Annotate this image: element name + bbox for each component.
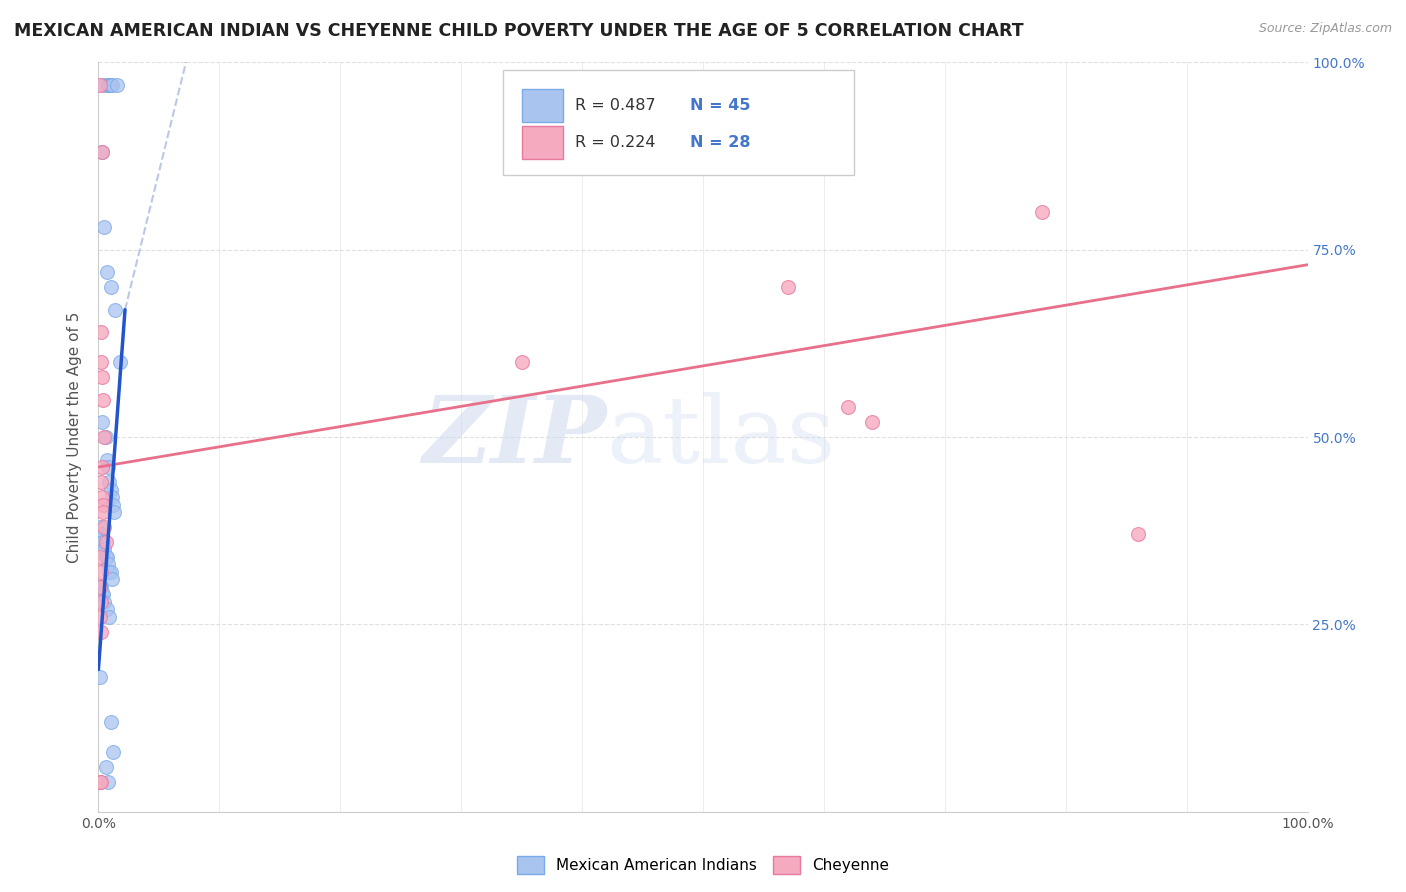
Point bbox=[91, 145, 114, 160]
Point bbox=[97, 774, 120, 789]
Point bbox=[1031, 205, 1053, 219]
FancyBboxPatch shape bbox=[522, 126, 562, 159]
Point bbox=[98, 475, 121, 489]
Point bbox=[100, 565, 122, 579]
Text: MEXICAN AMERICAN INDIAN VS CHEYENNE CHILD POVERTY UNDER THE AGE OF 5 CORRELATION: MEXICAN AMERICAN INDIAN VS CHEYENNE CHIL… bbox=[14, 22, 1024, 40]
Point bbox=[90, 624, 112, 639]
Point bbox=[90, 565, 112, 579]
Text: R = 0.224: R = 0.224 bbox=[575, 135, 655, 150]
Point bbox=[94, 535, 117, 549]
Point bbox=[1128, 527, 1150, 541]
Point bbox=[104, 302, 127, 317]
Point bbox=[98, 78, 121, 92]
Y-axis label: Child Poverty Under the Age of 5: Child Poverty Under the Age of 5 bbox=[67, 311, 83, 563]
Point bbox=[94, 549, 117, 564]
Point bbox=[89, 549, 111, 564]
Point bbox=[91, 505, 114, 519]
Legend: Mexican American Indians, Cheyenne: Mexican American Indians, Cheyenne bbox=[510, 850, 896, 880]
Point bbox=[90, 527, 112, 541]
Point bbox=[91, 498, 114, 512]
Point bbox=[93, 542, 115, 557]
Point bbox=[103, 505, 125, 519]
Point bbox=[101, 745, 124, 759]
Point bbox=[108, 355, 131, 369]
Text: atlas: atlas bbox=[606, 392, 835, 482]
Point bbox=[91, 587, 114, 601]
Point bbox=[91, 490, 114, 504]
Point bbox=[93, 430, 115, 444]
Point bbox=[96, 602, 118, 616]
Point bbox=[93, 520, 115, 534]
Point bbox=[96, 452, 118, 467]
Point bbox=[96, 265, 118, 279]
Point bbox=[90, 475, 112, 489]
Point bbox=[510, 355, 533, 369]
Text: R = 0.487: R = 0.487 bbox=[575, 97, 655, 112]
Point bbox=[91, 415, 114, 429]
Point bbox=[101, 498, 124, 512]
Text: ZIP: ZIP bbox=[422, 392, 606, 482]
FancyBboxPatch shape bbox=[503, 70, 855, 175]
Point bbox=[100, 714, 122, 729]
Point bbox=[100, 483, 122, 497]
Point bbox=[89, 580, 111, 594]
Point bbox=[91, 535, 114, 549]
Point bbox=[93, 595, 115, 609]
Point bbox=[93, 220, 115, 235]
Point bbox=[100, 78, 122, 92]
Point bbox=[90, 580, 112, 594]
Text: Source: ZipAtlas.com: Source: ZipAtlas.com bbox=[1258, 22, 1392, 36]
Point bbox=[94, 430, 117, 444]
Point bbox=[97, 558, 120, 572]
Point bbox=[105, 78, 128, 92]
Text: N = 28: N = 28 bbox=[690, 135, 751, 150]
Point bbox=[98, 78, 121, 92]
Point bbox=[100, 280, 122, 294]
Point bbox=[90, 774, 112, 789]
Point bbox=[91, 587, 114, 601]
Point bbox=[94, 760, 117, 774]
Point bbox=[90, 595, 112, 609]
Point bbox=[90, 325, 112, 339]
Point bbox=[89, 520, 111, 534]
Point bbox=[91, 392, 114, 407]
Point bbox=[89, 670, 111, 684]
Point bbox=[98, 565, 121, 579]
Point bbox=[100, 573, 122, 587]
Point bbox=[89, 774, 111, 789]
Point bbox=[91, 535, 114, 549]
FancyBboxPatch shape bbox=[522, 88, 562, 121]
Point bbox=[100, 490, 122, 504]
Point bbox=[97, 460, 120, 475]
Point bbox=[100, 78, 122, 92]
Point bbox=[96, 549, 118, 564]
Point bbox=[91, 460, 114, 475]
Point bbox=[776, 280, 799, 294]
Point bbox=[93, 78, 115, 92]
Point bbox=[860, 415, 883, 429]
Point bbox=[90, 355, 112, 369]
Point bbox=[89, 78, 111, 92]
Point bbox=[837, 400, 859, 414]
Point bbox=[91, 145, 114, 160]
Text: N = 45: N = 45 bbox=[690, 97, 751, 112]
Point bbox=[89, 580, 111, 594]
Point bbox=[98, 610, 121, 624]
Point bbox=[89, 610, 111, 624]
Point bbox=[91, 370, 114, 384]
Point bbox=[97, 78, 120, 92]
